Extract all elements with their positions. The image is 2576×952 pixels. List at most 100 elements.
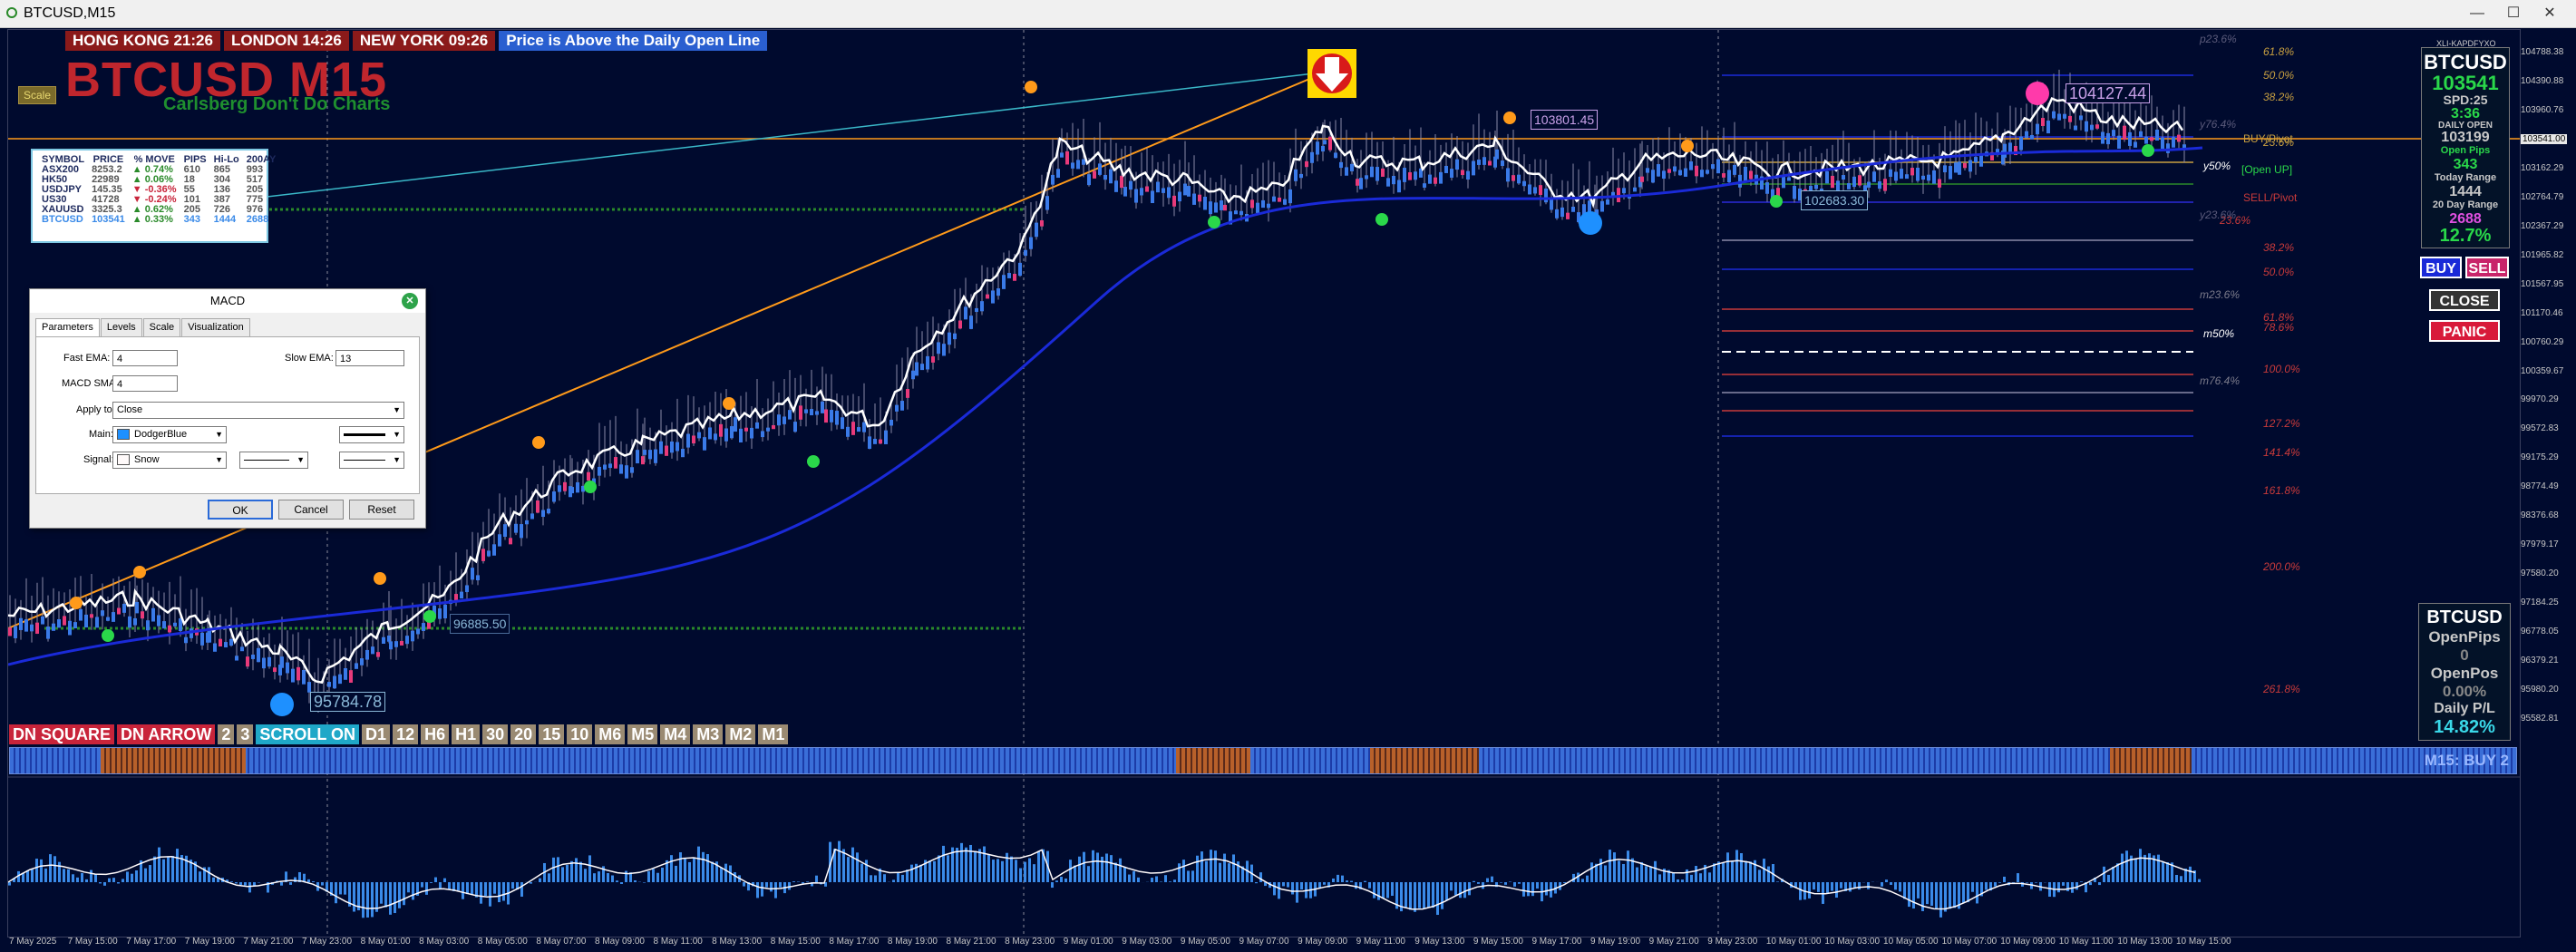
watchlist-row[interactable]: BTCUSD 103541 ▲ 0.33% 343 1444 2688 [38,215,279,225]
macd-histogram-bar [756,882,759,899]
macd-histogram-bar [616,880,618,882]
candle-body [915,362,919,376]
signal-width-select[interactable]: ▼ [339,452,404,469]
candle-body [1419,168,1423,178]
timeframe-button-scroll-on[interactable]: SCROLL ON [256,724,360,744]
candle-body [365,649,369,660]
watchlist-row[interactable]: XAUUSD 3325.3 ▲ 0.62% 205 726 976 [38,205,279,215]
timeframe-button-dn-square[interactable]: DN SQUARE [9,724,115,744]
macd-histogram-bar [1051,882,1054,889]
sell-button[interactable]: SELL [2465,257,2509,278]
macd-histogram-bar [357,882,360,910]
candle-body [1403,168,1406,182]
apply-to-select[interactable]: Close ▼ [112,402,404,419]
candle-body [1782,176,1785,189]
macd-dialog[interactable]: MACD ✕ Parameters Levels Scale Visualiza… [29,288,426,529]
minimize-button[interactable]: — [2470,5,2484,21]
timeframe-button-m5[interactable]: M5 [627,724,658,744]
timeframe-button-m1[interactable]: M1 [758,724,789,744]
macd-sma-input[interactable]: 4 [112,375,178,392]
clock-newyork: NEW YORK 09:26 [352,31,496,51]
macd-histogram-bar [203,867,206,882]
low-marker-icon [270,693,294,716]
candle-body [1172,195,1176,207]
macd-histogram-bar [1441,882,1444,909]
timeframe-button-m4[interactable]: M4 [660,724,691,744]
timeframe-button-m3[interactable]: M3 [693,724,724,744]
macd-histogram-bar [974,850,977,882]
cancel-button[interactable]: Cancel [278,500,344,520]
timeframe-button-10[interactable]: 10 [567,724,593,744]
candle-body [2041,118,2045,127]
timeframe-button-12[interactable]: 12 [393,724,419,744]
time-axis-label: 9 May 01:00 [1063,937,1113,947]
timeframe-button-dn-arrow[interactable]: DN ARROW [117,724,216,744]
candle-body [2079,115,2083,121]
price-axis-label: 95980.20 [2521,685,2559,695]
fast-ema-input[interactable]: 4 [112,350,178,366]
slow-ema-input[interactable]: 13 [335,350,404,366]
candle-body [884,430,888,444]
candle-body [235,656,238,661]
macd-histogram-bar [1069,860,1072,882]
macd-histogram-bar [312,881,315,882]
timeframe-button-20[interactable]: 20 [510,724,537,744]
macd-histogram-bar [1994,882,1997,887]
buy-button[interactable]: BUY [2420,257,2462,278]
candle-body [1356,179,1359,186]
ok-button[interactable]: OK [208,500,273,520]
macd-histogram-bar [1667,869,1670,882]
dialog-close-icon[interactable]: ✕ [402,293,418,309]
main-style-select[interactable]: ▼ [339,426,404,443]
macd-histogram-bar [380,882,383,904]
tab-visualization[interactable]: Visualization [181,318,250,336]
timeframe-button-d1[interactable]: D1 [362,724,391,744]
timeframe-button-30[interactable]: 30 [482,724,509,744]
candle-body [1744,166,1747,181]
candle-body [1013,274,1016,281]
timeframe-button-m6[interactable]: M6 [595,724,626,744]
macd-histogram-bar [1663,869,1666,882]
watchlist-row[interactable]: HK50 22989 ▲ 0.06% 18 304 517 [38,175,279,185]
candle-body [141,611,144,619]
tab-parameters[interactable]: Parameters [35,318,100,336]
candle-body [503,524,507,538]
close-trade-button[interactable]: CLOSE [2429,289,2500,311]
panic-button[interactable]: PANIC [2429,320,2500,342]
watchlist-cell-move: ▲ 0.74% [131,164,173,175]
candle-body [1334,152,1337,159]
sell-signal-segment [2110,748,2192,773]
watchlist-row[interactable]: US30 41728 ▼ -0.24% 101 387 775 [38,195,279,205]
scale-button[interactable]: Scale [18,86,57,104]
time-axis-label: 8 May 21:00 [946,937,996,947]
watchlist-cell-price: 22989 [92,174,120,185]
timeframe-button-h6[interactable]: H6 [421,724,450,744]
candle-body [1082,159,1085,165]
chart-area[interactable] [7,29,2521,937]
candle-body [387,636,391,642]
candle-body [333,675,336,689]
reset-button[interactable]: Reset [349,500,414,520]
maximize-button[interactable]: ☐ [2506,5,2521,21]
candle-body [1167,187,1171,199]
timeframe-button-15[interactable]: 15 [539,724,565,744]
mid-low-label: 96885.50 [450,614,510,634]
watchlist-row[interactable]: ASX200 8253.2 ▲ 0.74% 610 865 993 [38,165,279,175]
close-window-button[interactable]: ✕ [2543,5,2556,21]
timeframe-button-h1[interactable]: H1 [452,724,481,744]
candle-body [614,457,617,469]
macd-histogram-bar [1504,882,1507,885]
timeframe-button-3[interactable]: 3 [237,724,254,744]
timeframe-button-m2[interactable]: M2 [725,724,756,744]
tab-levels[interactable]: Levels [100,318,142,336]
macd-histogram-bar [217,878,219,882]
app-icon [6,7,17,18]
watchlist-row[interactable]: USDJPY 145.35 ▼ -0.36% 55 136 205 [38,185,279,195]
tab-scale[interactable]: Scale [142,318,181,336]
macd-histogram-bar [294,877,296,882]
signal-style-select[interactable]: ▼ [239,452,308,469]
signal-color-select[interactable]: Snow ▼ [112,452,227,469]
timeframe-button-2[interactable]: 2 [218,724,235,744]
main-color-select[interactable]: DodgerBlue ▼ [112,426,227,443]
pl-open-pips: 0 [2460,646,2469,664]
